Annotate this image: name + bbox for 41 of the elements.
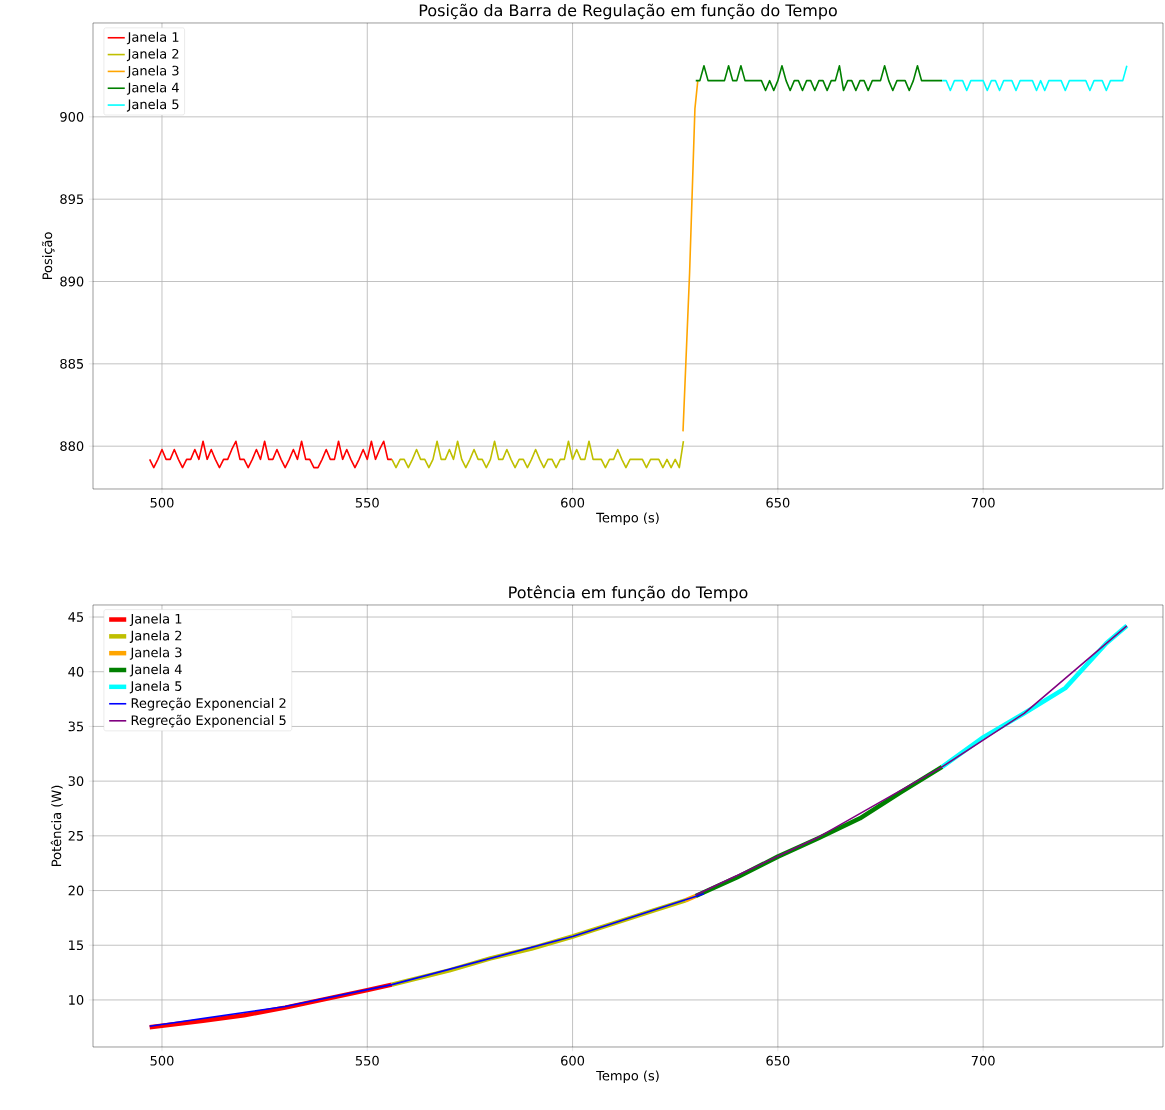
legend-label: Janela 2 (129, 630, 182, 643)
legend-label: Janela 5 (129, 680, 182, 694)
y-tick-label: 30 (68, 776, 84, 787)
legend-label: Janela 3 (129, 647, 182, 660)
chart-title: Potência em função do Tempo (509, 585, 748, 602)
x-tick-label: 650 (766, 497, 790, 508)
legend-label: Janela 3 (126, 65, 179, 78)
y-tick-label: 15 (69, 940, 84, 951)
legend-label: Janela 1 (129, 613, 182, 627)
y-tick-label: 895 (60, 194, 84, 205)
y-tick-label: 25 (68, 830, 84, 841)
x-axis-title: Tempo (s) (596, 512, 659, 526)
y-tick-label: 35 (68, 721, 84, 732)
legend-label: Janela 2 (126, 48, 179, 62)
y-tick-label: 45 (68, 612, 84, 622)
x-tick-label: 700 (971, 497, 995, 508)
x-axis-title: Tempo (s) (596, 1070, 659, 1084)
y-tick-label: 40 (68, 666, 84, 677)
x-tick-label: 650 (766, 1055, 790, 1066)
x-tick-label: 500 (150, 497, 174, 508)
legend-label: Janela 1 (126, 31, 179, 45)
y-tick-label: 880 (60, 441, 84, 452)
x-tick-label: 600 (561, 497, 585, 508)
x-tick-label: 600 (561, 1055, 585, 1066)
legend-label: Janela 4 (129, 664, 182, 677)
y-axis-title: Potência (W) (50, 785, 63, 866)
x-tick-label: 500 (150, 1055, 174, 1066)
y-tick-label: 900 (60, 111, 84, 122)
x-tick-label: 700 (971, 1055, 995, 1066)
legend-label: Regreção Exponencial 5 (131, 714, 286, 728)
y-tick-label: 20 (68, 885, 84, 896)
y-tick-label: 10 (69, 995, 84, 1005)
x-tick-label: 550 (355, 1055, 379, 1066)
chart-title: Posição da Barra de Regulação em função do Tempo (419, 3, 837, 20)
y-axis-title: Posição (41, 232, 55, 280)
legend-label: Janela 5 (126, 99, 179, 112)
y-tick-label: 885 (60, 358, 84, 369)
x-tick-label: 550 (355, 497, 379, 508)
legend-label: Regreção Exponencial 2 (131, 697, 286, 711)
legend-label: Janela 4 (126, 82, 179, 95)
y-tick-label: 890 (60, 276, 84, 287)
